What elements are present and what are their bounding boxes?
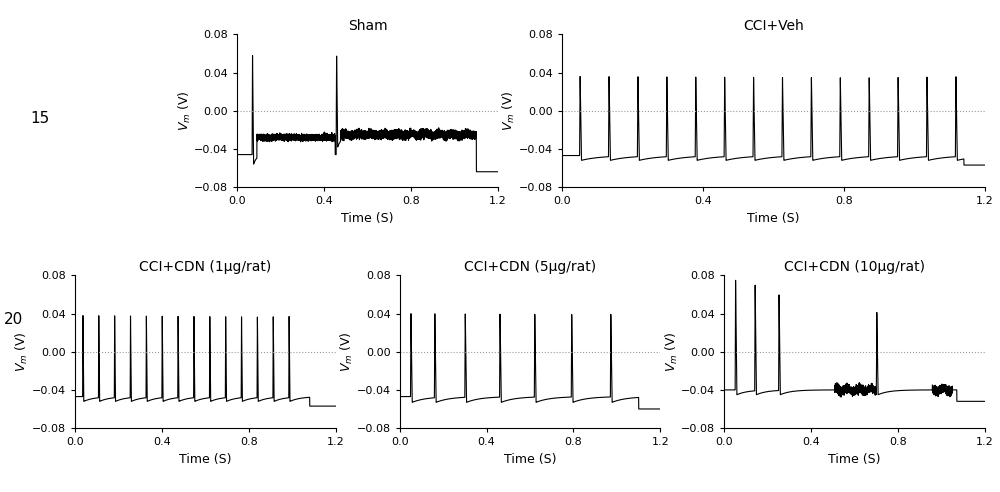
Y-axis label: $V_m$ (V): $V_m$ (V) <box>664 332 680 372</box>
Title: CCI+CDN (1μg/rat): CCI+CDN (1μg/rat) <box>139 260 271 275</box>
X-axis label: Time (S): Time (S) <box>179 453 232 465</box>
Title: CCI+CDN (10μg/rat): CCI+CDN (10μg/rat) <box>784 260 925 275</box>
X-axis label: Time (S): Time (S) <box>747 212 800 224</box>
Y-axis label: $V_m$ (V): $V_m$ (V) <box>14 332 30 372</box>
Title: CCI+CDN (5μg/rat): CCI+CDN (5μg/rat) <box>464 260 596 275</box>
Text: 20: 20 <box>4 312 23 327</box>
X-axis label: Time (S): Time (S) <box>341 212 394 224</box>
Title: Sham: Sham <box>348 19 387 33</box>
Y-axis label: $V_m$ (V): $V_m$ (V) <box>339 332 355 372</box>
Text: 15: 15 <box>30 111 49 125</box>
Y-axis label: $V_m$ (V): $V_m$ (V) <box>501 91 517 131</box>
X-axis label: Time (S): Time (S) <box>504 453 556 465</box>
X-axis label: Time (S): Time (S) <box>828 453 881 465</box>
Y-axis label: $V_m$ (V): $V_m$ (V) <box>177 91 193 131</box>
Title: CCI+Veh: CCI+Veh <box>743 19 804 33</box>
